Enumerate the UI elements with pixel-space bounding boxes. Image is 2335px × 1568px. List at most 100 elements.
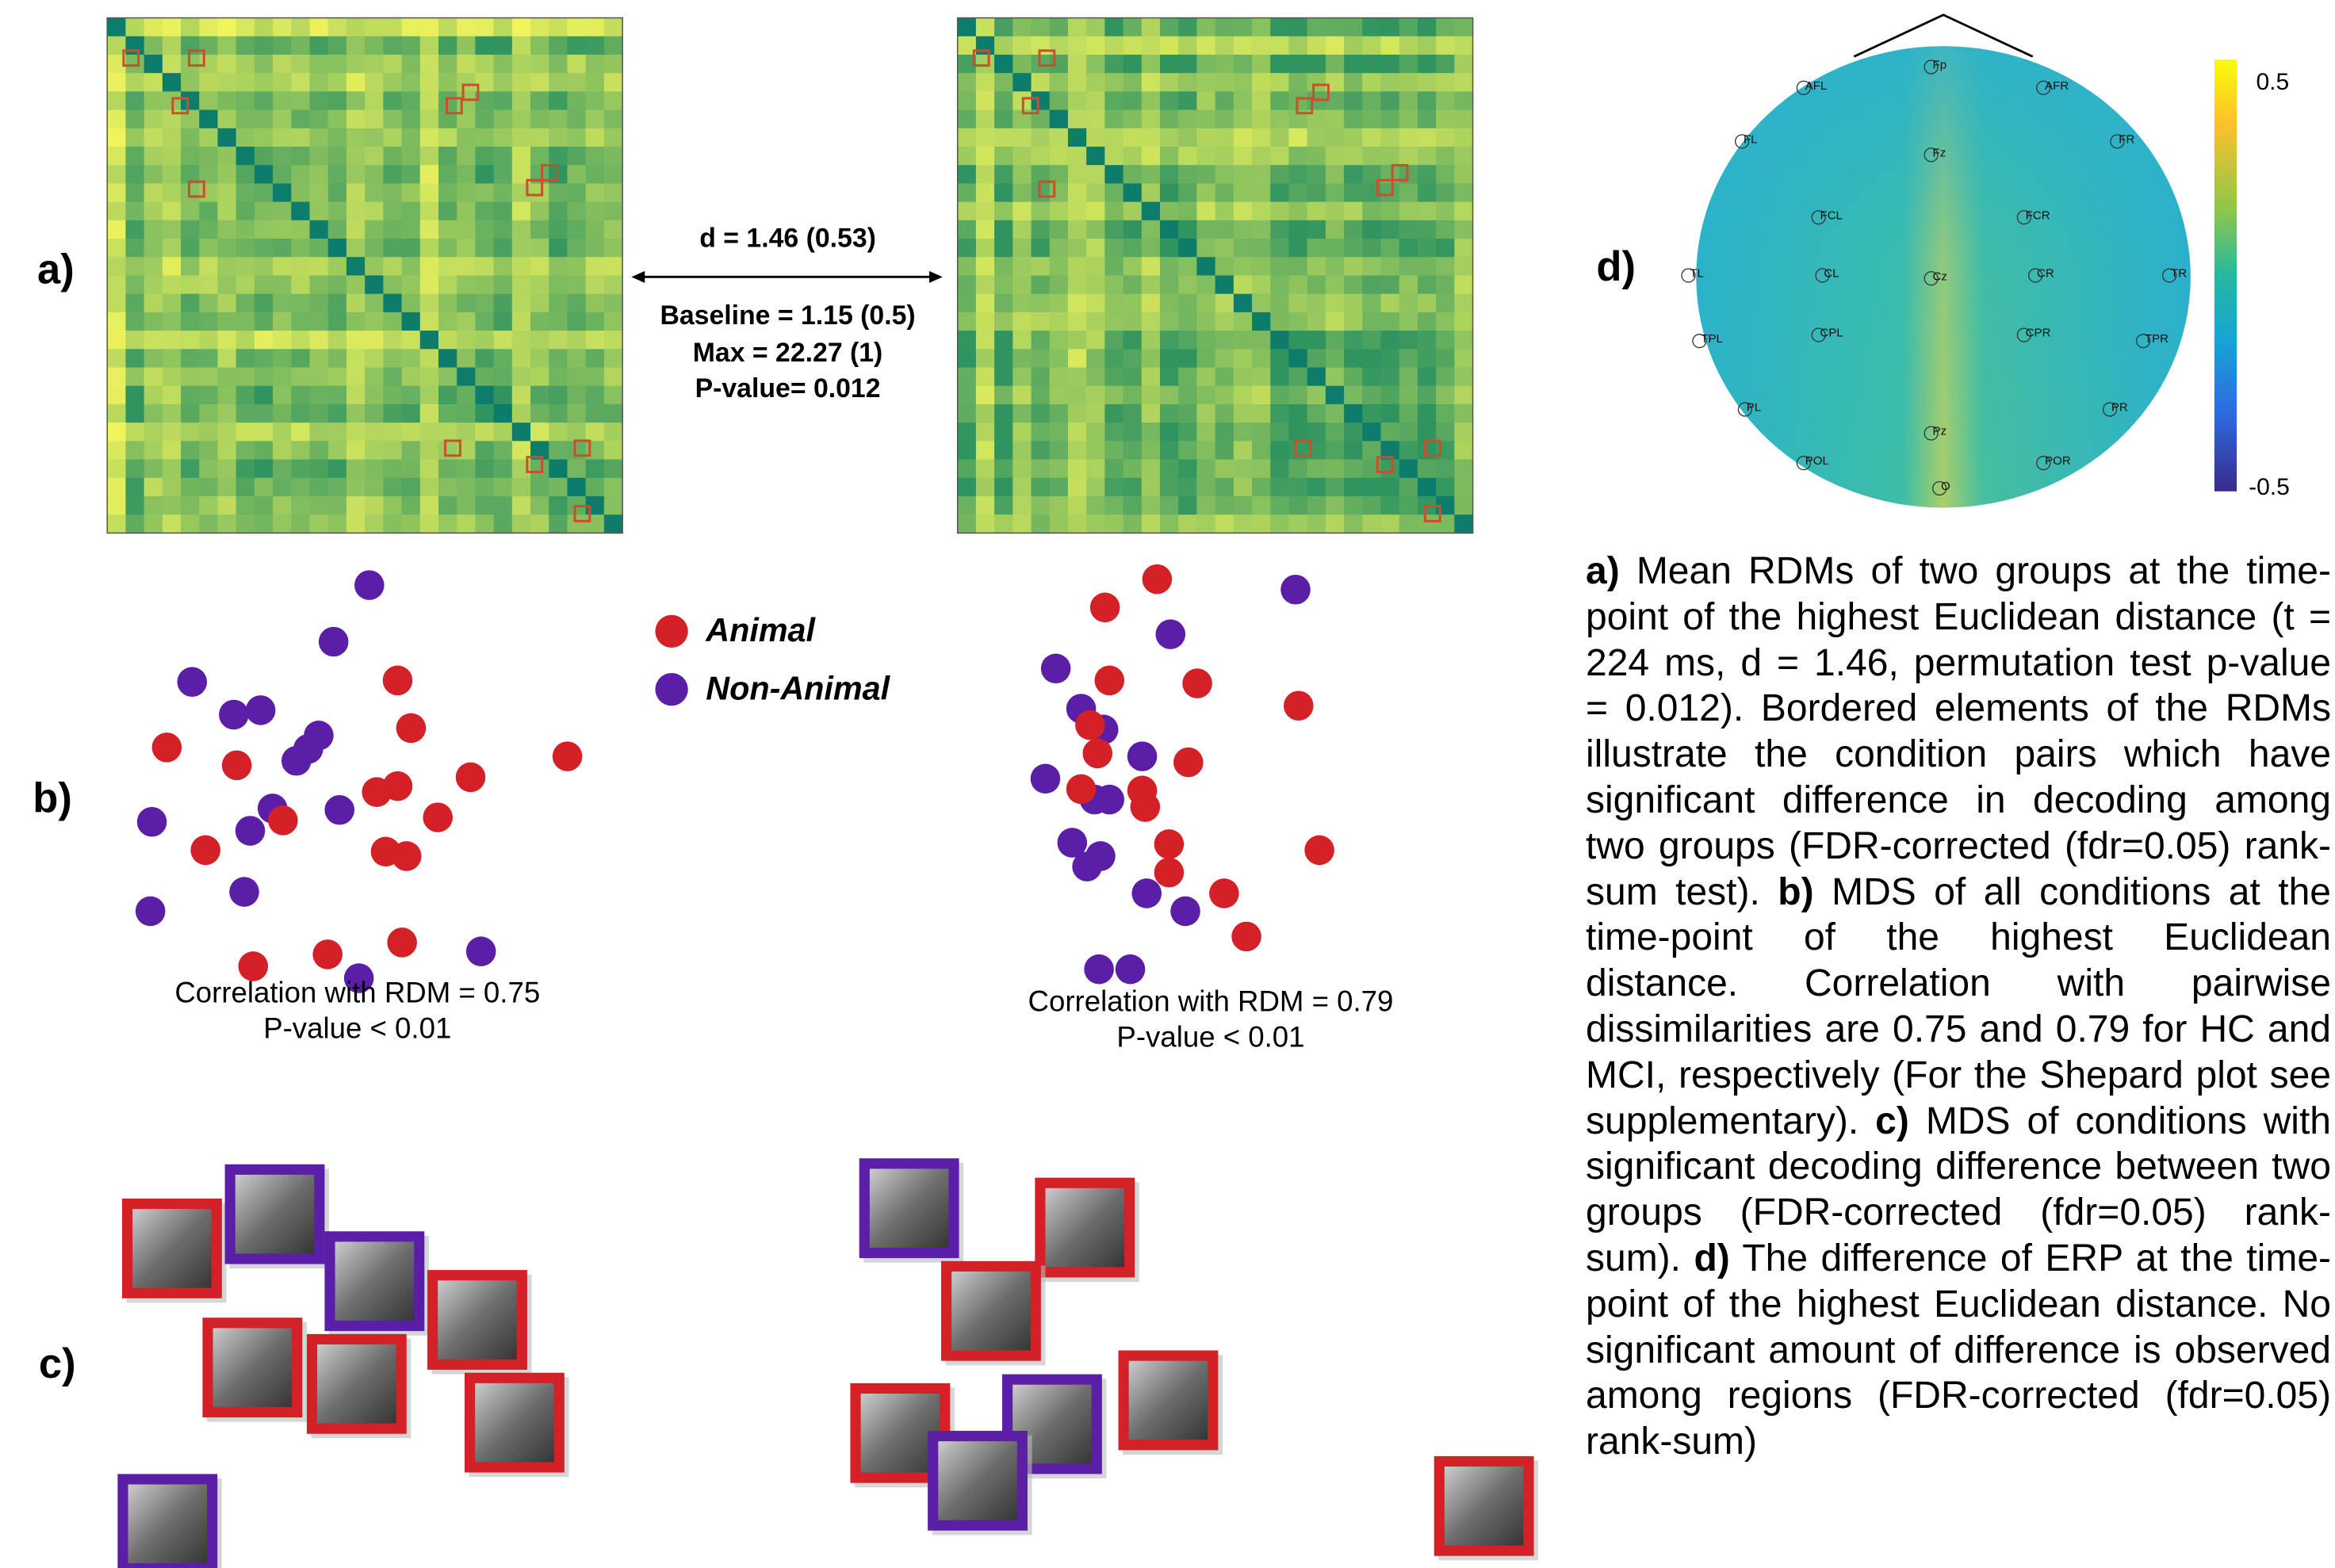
heatmap-cell [1032, 220, 1051, 239]
heatmap-cell [976, 202, 995, 221]
mds-point [222, 751, 252, 781]
heatmap-cell [199, 110, 218, 129]
heatmap-cell [1380, 478, 1399, 497]
heatmap-cell [1050, 275, 1069, 294]
heatmap-cell [1454, 110, 1473, 129]
heatmap-cell [291, 183, 310, 202]
heatmap-cell [494, 147, 513, 166]
heatmap-cell [365, 386, 384, 405]
thumbnail [947, 1266, 1036, 1356]
mds-point [1066, 774, 1097, 805]
heatmap-cell [1196, 239, 1215, 258]
heatmap-cell [383, 18, 402, 37]
heatmap-cell [586, 147, 605, 166]
heatmap-cell [217, 91, 236, 110]
heatmap-cell [958, 239, 977, 258]
heatmap-cell [1454, 312, 1473, 331]
heatmap-cell [107, 423, 126, 442]
heatmap-cell [199, 128, 218, 147]
heatmap-cell [976, 110, 995, 129]
heatmap-cell [512, 239, 531, 258]
heatmap-cell [144, 73, 163, 92]
heatmap-cell [273, 312, 292, 331]
heatmap-cell [457, 478, 476, 497]
heatmap-cell [1234, 183, 1253, 202]
heatmap-cell [1454, 91, 1473, 110]
heatmap-cell [328, 239, 347, 258]
heatmap-cell [291, 165, 310, 184]
heatmap-cell [1196, 55, 1215, 74]
heatmap-cell [1068, 312, 1087, 331]
heatmap-cell [420, 165, 439, 184]
heatmap-cell [1454, 404, 1473, 423]
heatmap-cell [402, 294, 421, 313]
heatmap-cell [1380, 349, 1399, 368]
heatmap-cell [144, 349, 163, 368]
heatmap-cell [604, 312, 623, 331]
heatmap-cell [475, 460, 494, 479]
heatmap-cell [1399, 36, 1418, 55]
heatmap-cell [1288, 275, 1307, 294]
heatmap-cell [328, 55, 347, 74]
heatmap-cell [457, 18, 476, 37]
heatmap-cell [1086, 386, 1105, 405]
heatmap-cell [1012, 36, 1032, 55]
heatmap-cell [457, 55, 476, 74]
heatmap-cell [125, 110, 144, 129]
heatmap-cell [217, 183, 236, 202]
heatmap-cell [567, 202, 586, 221]
heatmap-cell [1160, 73, 1179, 92]
heatmap-cell [1454, 147, 1473, 166]
heatmap-cell [1399, 147, 1418, 166]
heatmap-cell [1068, 239, 1087, 258]
heatmap-cell [1215, 460, 1234, 479]
heatmap-cell [457, 349, 476, 368]
heatmap-cell [1234, 73, 1253, 92]
heatmap-cell [236, 478, 255, 497]
heatmap-cell [1270, 460, 1289, 479]
heatmap-cell [1234, 386, 1253, 405]
heatmap-cell [1215, 496, 1234, 515]
heatmap-cell [586, 110, 605, 129]
heatmap-cell [1068, 36, 1087, 55]
heatmap-cell [1436, 460, 1455, 479]
heatmap-cell [163, 257, 182, 276]
heatmap-cell [567, 183, 586, 202]
heatmap-cell [958, 110, 977, 129]
heatmap-cell [1160, 220, 1179, 239]
heatmap-cell [1215, 404, 1234, 423]
heatmap-cell [1234, 110, 1253, 129]
heatmap-cell [1399, 368, 1418, 387]
heatmap-cell [1436, 349, 1455, 368]
heatmap-cell [1288, 55, 1307, 74]
caption-label: a) [1586, 550, 1620, 592]
heatmap-cell [1160, 349, 1179, 368]
heatmap-cell [1288, 257, 1307, 276]
heatmap-cell [365, 312, 384, 331]
heatmap-cell [530, 368, 549, 387]
heatmap-cell [976, 36, 995, 55]
heatmap-cell [163, 460, 182, 479]
heatmap-cell [1344, 423, 1363, 442]
heatmap-cell [1012, 331, 1032, 350]
heatmap-cell [420, 36, 439, 55]
mds-point [1154, 858, 1185, 888]
heatmap-cell [494, 423, 513, 442]
heatmap-cell [1252, 496, 1271, 515]
heatmap-cell [567, 165, 586, 184]
heatmap-cell [273, 18, 292, 37]
heatmap-cell [383, 368, 402, 387]
heatmap-cell [107, 441, 126, 460]
heatmap-cell [1380, 91, 1399, 110]
electrode-label: AFL [1805, 79, 1828, 93]
heatmap-cell [163, 275, 182, 294]
heatmap-cell [310, 257, 329, 276]
heatmap-cell [1160, 257, 1179, 276]
heatmap-cell [494, 349, 513, 368]
heatmap-cell [1344, 478, 1363, 497]
heatmap-cell [1196, 165, 1215, 184]
heatmap-cell [402, 36, 421, 55]
heatmap-cell [402, 239, 421, 258]
heatmap-cell [1326, 441, 1345, 460]
heatmap-cell [1196, 404, 1215, 423]
